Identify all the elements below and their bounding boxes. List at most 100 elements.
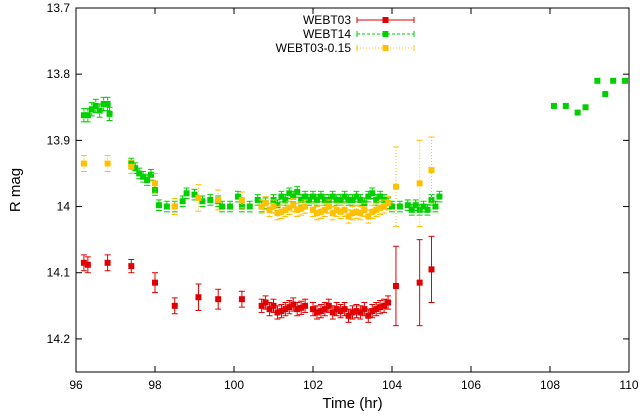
data-point <box>290 301 297 308</box>
data-point <box>317 308 324 315</box>
legend-label: WEBT03-0.15 <box>276 41 352 55</box>
legend-sample-point <box>382 17 389 23</box>
data-point <box>302 302 309 309</box>
data-point <box>369 190 376 197</box>
data-point <box>337 308 344 315</box>
data-point <box>428 196 435 203</box>
data-point <box>333 206 340 213</box>
data-point <box>377 193 384 200</box>
data-point <box>132 165 139 172</box>
data-point <box>286 204 293 211</box>
data-point <box>436 193 443 200</box>
data-point <box>294 188 301 195</box>
x-tick-label: 98 <box>148 378 162 392</box>
data-point <box>373 306 380 313</box>
data-point <box>353 208 360 215</box>
data-point <box>104 259 111 266</box>
data-point <box>278 208 285 215</box>
data-point <box>195 294 202 301</box>
x-tick-label: 110 <box>619 378 638 392</box>
data-point <box>298 196 305 203</box>
data-point <box>392 282 399 289</box>
data-point <box>234 193 241 200</box>
data-point <box>321 196 328 203</box>
data-point <box>254 196 261 203</box>
data-point <box>428 167 435 174</box>
data-point <box>266 206 273 213</box>
data-point <box>238 296 245 303</box>
data-point <box>207 196 214 203</box>
data-point <box>325 203 332 210</box>
data-point <box>365 193 372 200</box>
data-point <box>341 193 348 200</box>
data-point <box>408 206 415 213</box>
data-point <box>361 306 368 313</box>
data-point <box>373 206 380 213</box>
data-point <box>622 77 629 84</box>
data-point <box>88 106 95 113</box>
data-point <box>104 160 111 167</box>
data-point <box>100 100 107 107</box>
data-point <box>329 193 336 200</box>
data-point <box>80 160 87 167</box>
data-point <box>227 203 234 210</box>
data-point <box>329 210 336 217</box>
data-point <box>191 191 198 198</box>
data-point <box>246 203 253 210</box>
data-point <box>333 306 340 313</box>
data-point <box>128 263 135 270</box>
data-point <box>321 306 328 313</box>
series-webt03 <box>80 235 435 327</box>
data-point <box>337 196 344 203</box>
data-point <box>84 112 91 119</box>
data-point <box>373 196 380 203</box>
data-point <box>310 306 316 313</box>
data-point <box>594 77 601 84</box>
data-point <box>215 196 222 203</box>
data-point <box>345 312 352 319</box>
data-point <box>420 203 427 210</box>
data-point <box>199 198 206 205</box>
data-point <box>349 196 356 203</box>
data-point <box>262 200 269 207</box>
data-point <box>381 302 388 309</box>
data-point <box>377 204 384 211</box>
y-tick-label: 14 <box>57 200 71 214</box>
data-point <box>317 208 324 215</box>
data-point <box>282 206 289 213</box>
data-point <box>416 279 423 286</box>
data-point <box>353 308 360 315</box>
data-point <box>274 210 281 217</box>
data-point <box>345 196 352 203</box>
data-point <box>278 193 285 200</box>
data-point <box>274 309 281 316</box>
data-point <box>602 91 609 98</box>
data-point <box>321 206 328 213</box>
data-point <box>365 213 372 220</box>
data-point <box>148 171 155 178</box>
data-point <box>341 206 348 213</box>
data-point <box>313 309 320 316</box>
data-point <box>144 177 151 184</box>
data-point <box>128 163 135 170</box>
data-point <box>298 205 305 212</box>
data-point <box>258 302 265 309</box>
series-webt14 <box>80 77 629 216</box>
data-point <box>282 196 289 203</box>
data-point <box>136 170 143 177</box>
y-tick-label: 14.1 <box>47 266 71 280</box>
data-point <box>80 112 87 119</box>
data-point <box>302 203 309 210</box>
data-point <box>428 266 435 273</box>
x-axis-title: Time (hr) <box>322 395 382 412</box>
data-point <box>274 202 281 209</box>
data-point <box>290 202 297 209</box>
data-point <box>404 202 411 209</box>
legend-label: WEBT03 <box>303 13 351 27</box>
data-point <box>313 196 320 203</box>
data-point <box>270 203 277 210</box>
data-point <box>171 302 178 309</box>
data-point <box>416 180 423 187</box>
